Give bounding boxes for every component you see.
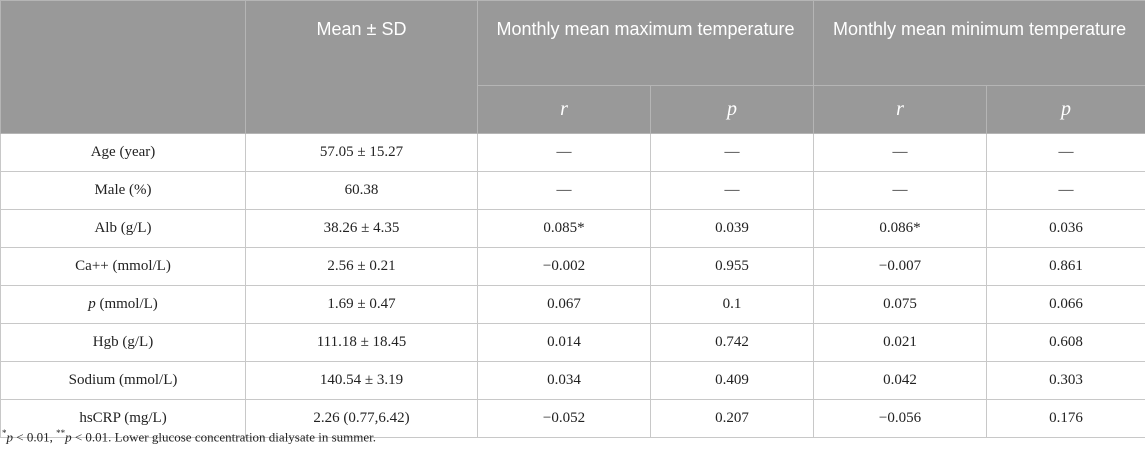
cell-mean: 2.56 ± 0.21 <box>245 247 478 286</box>
footnote-p-italic: p <box>6 429 14 445</box>
table-row: Male (%) 60.38 — — — — <box>0 171 1145 210</box>
row-label-italic: p <box>88 296 96 312</box>
row-label: hsCRP (mg/L) <box>0 399 246 438</box>
table-row: Alb (g/L) 38.26 ± 4.35 0.085* 0.039 0.08… <box>0 209 1145 248</box>
footnote-text-1: < 0.01, <box>13 429 57 445</box>
cell-min-r: −0.056 <box>813 399 988 438</box>
cell-mean: 111.18 ± 18.45 <box>245 323 478 362</box>
cell-max-p: 0.742 <box>649 323 815 362</box>
footnote-p-italic-2: p <box>65 429 72 445</box>
cell-max-r: −0.052 <box>477 399 651 438</box>
cell-min-p: — <box>986 171 1145 210</box>
footnote-star-single: * <box>2 428 7 438</box>
header-max-p: p <box>649 85 815 134</box>
cell-max-r: 0.034 <box>477 361 651 400</box>
table-row: p (mmol/L) 1.69 ± 0.47 0.067 0.1 0.075 0… <box>0 285 1145 324</box>
row-label: Ca++ (mmol/L) <box>0 247 246 286</box>
cell-min-r: 0.075 <box>813 285 988 324</box>
header-min-p: p <box>986 85 1145 134</box>
cell-mean: 140.54 ± 3.19 <box>245 361 478 400</box>
cell-max-r: 0.014 <box>477 323 651 362</box>
cell-max-r: — <box>477 133 651 172</box>
cell-min-p: 0.036 <box>986 209 1145 248</box>
table-footnote: *p < 0.01, **p < 0.01. Lower glucose con… <box>2 428 376 445</box>
cell-min-r: — <box>813 133 988 172</box>
row-label: Hgb (g/L) <box>0 323 246 362</box>
row-label: p (mmol/L) <box>0 285 246 324</box>
table-header: Mean ± SD Monthly mean maximum temperatu… <box>0 0 1145 134</box>
cell-min-p: 0.608 <box>986 323 1145 362</box>
cell-min-r: 0.042 <box>813 361 988 400</box>
table-row: Sodium (mmol/L) 140.54 ± 3.19 0.034 0.40… <box>0 361 1145 400</box>
cell-min-r: 0.021 <box>813 323 988 362</box>
cell-max-p: — <box>649 171 815 210</box>
cell-min-p: 0.861 <box>986 247 1145 286</box>
table-row: Age (year) 57.05 ± 15.27 — — — — <box>0 133 1145 172</box>
cell-max-r: 0.085* <box>477 209 651 248</box>
cell-max-r: −0.002 <box>477 247 651 286</box>
footnote-text-2: < 0.01. Lower glucose concentration dial… <box>71 429 377 445</box>
row-label: Age (year) <box>0 133 246 172</box>
footnote-star-double: ** <box>56 428 66 438</box>
header-mean-sd: Mean ± SD <box>245 0 478 134</box>
cell-max-p: — <box>649 133 815 172</box>
header-blank-cell <box>0 0 246 134</box>
cell-mean: 38.26 ± 4.35 <box>245 209 478 248</box>
header-max-temperature: Monthly mean maximum temperature <box>476 0 815 86</box>
header-min-r: r <box>813 85 988 134</box>
cell-max-p: 0.039 <box>649 209 815 248</box>
table-row: Ca++ (mmol/L) 2.56 ± 0.21 −0.002 0.955 −… <box>0 247 1145 286</box>
cell-min-p: 0.303 <box>986 361 1145 400</box>
row-label: Sodium (mmol/L) <box>0 361 246 400</box>
row-label-rest: (mmol/L) <box>95 296 158 312</box>
cell-mean: 2.26 (0.77,6.42) <box>245 399 478 438</box>
table-row: hsCRP (mg/L) 2.26 (0.77,6.42) −0.052 0.2… <box>0 399 1145 438</box>
table-body: Age (year) 57.05 ± 15.27 — — — — Male (%… <box>0 133 1145 438</box>
cell-mean: 60.38 <box>245 171 478 210</box>
cell-min-p: 0.066 <box>986 285 1145 324</box>
cell-min-p: 0.176 <box>986 399 1145 438</box>
cell-max-p: 0.409 <box>649 361 815 400</box>
cell-min-r: 0.086* <box>813 209 988 248</box>
row-label: Male (%) <box>0 171 246 210</box>
cell-min-r: — <box>813 171 988 210</box>
cell-max-r: 0.067 <box>477 285 651 324</box>
cell-max-p: 0.955 <box>649 247 815 286</box>
cell-max-p: 0.1 <box>649 285 815 324</box>
table-row: Hgb (g/L) 111.18 ± 18.45 0.014 0.742 0.0… <box>0 323 1145 362</box>
header-min-temperature: Monthly mean minimum temperature <box>813 0 1145 86</box>
header-max-r: r <box>477 85 651 134</box>
row-label: Alb (g/L) <box>0 209 246 248</box>
cell-mean: 57.05 ± 15.27 <box>245 133 478 172</box>
cell-max-p: 0.207 <box>649 399 815 438</box>
cell-max-r: — <box>477 171 651 210</box>
cell-mean: 1.69 ± 0.47 <box>245 285 478 324</box>
results-table: Mean ± SD Monthly mean maximum temperatu… <box>0 0 1145 438</box>
cell-min-r: −0.007 <box>813 247 988 286</box>
cell-min-p: — <box>986 133 1145 172</box>
